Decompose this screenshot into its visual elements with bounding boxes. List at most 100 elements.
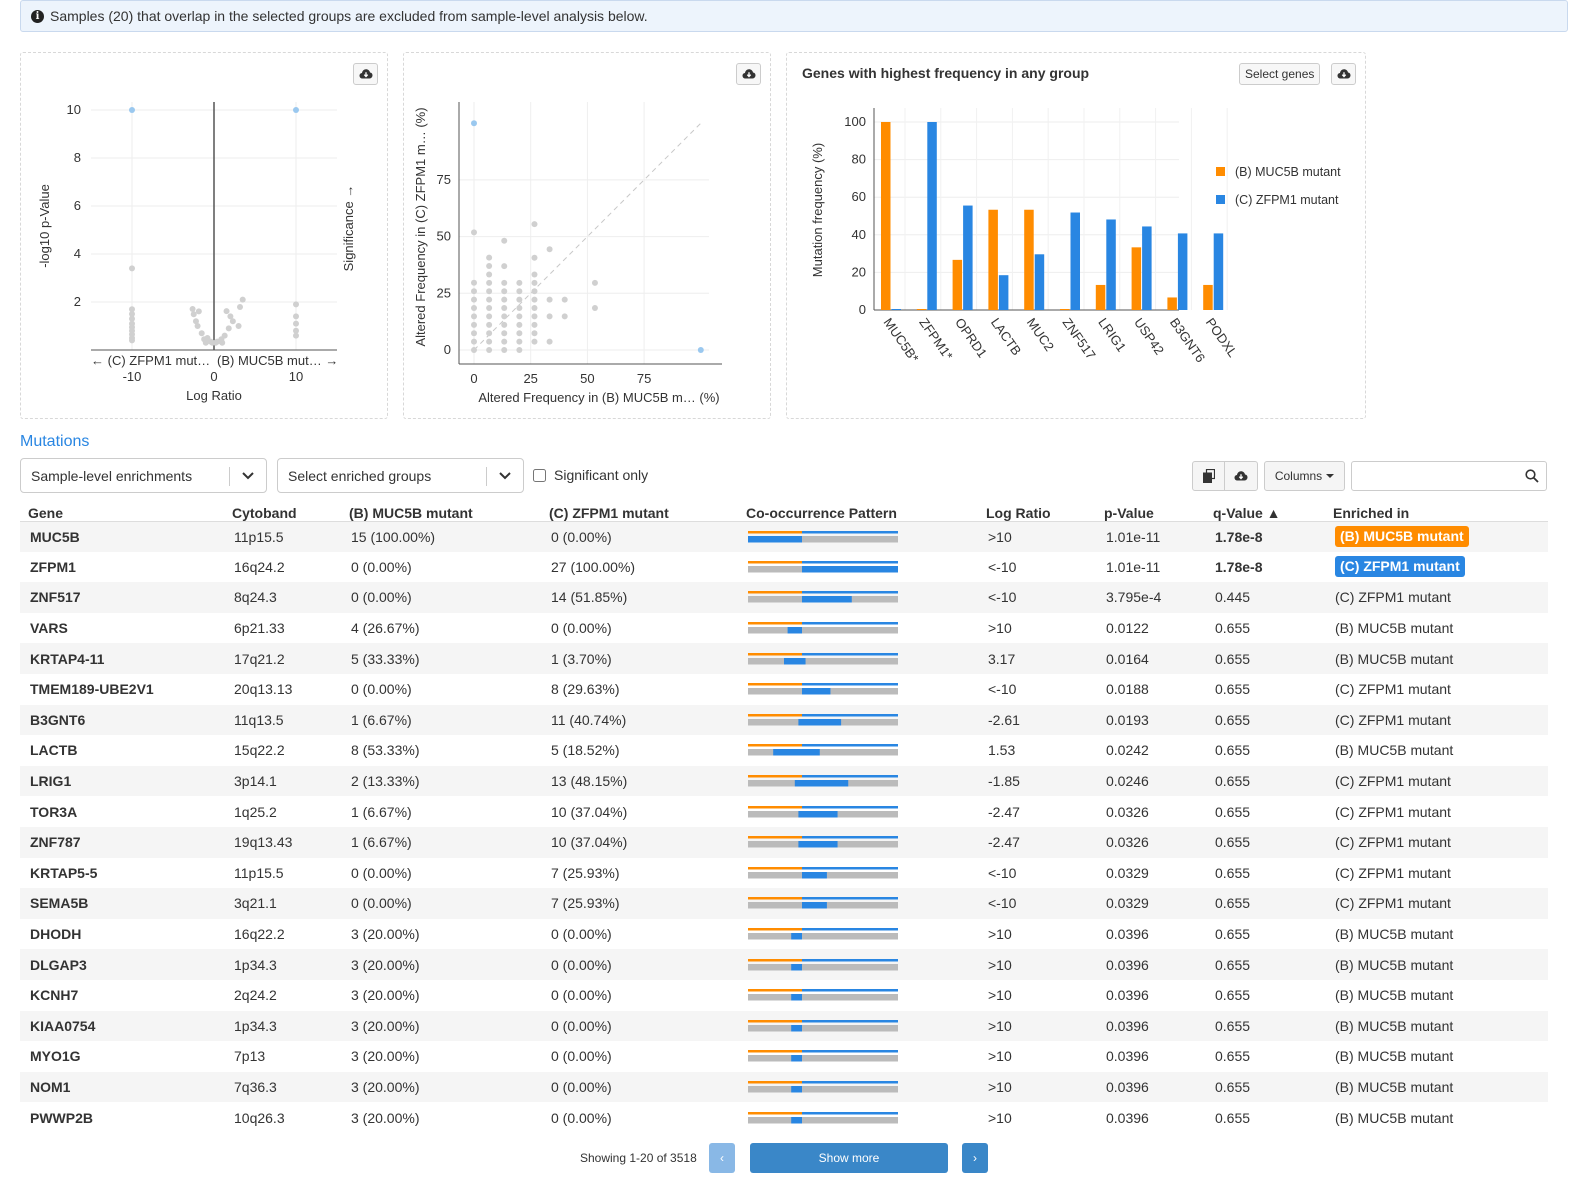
table-search-input[interactable] xyxy=(1352,462,1517,490)
scatter-point[interactable] xyxy=(561,296,568,303)
cell-gene[interactable]: ZFPM1 xyxy=(30,558,76,575)
scatter-point[interactable] xyxy=(471,279,477,286)
scatter-point[interactable] xyxy=(591,304,598,311)
table-row[interactable]: ZFPM1 16q24.2 0 (0.00%) 27 (100.00%) <-10 1.0… xyxy=(20,552,1548,583)
scatter-point[interactable] xyxy=(531,254,538,261)
cell-gene[interactable]: VARS xyxy=(30,620,68,637)
columns-dropdown-button[interactable]: Columns xyxy=(1264,461,1345,491)
scatter-point[interactable] xyxy=(531,305,538,312)
volcano-point[interactable] xyxy=(190,311,197,318)
volcano-point[interactable] xyxy=(194,323,201,329)
bar-group-b[interactable] xyxy=(952,259,963,310)
scatter-point[interactable] xyxy=(531,221,538,228)
volcano-point[interactable] xyxy=(293,301,299,308)
scatter-point[interactable] xyxy=(531,313,538,320)
volcano-point[interactable] xyxy=(293,332,299,339)
scatter-point[interactable] xyxy=(501,288,508,295)
cell-gene[interactable]: MYO1G xyxy=(30,1048,81,1065)
col-header-cooccurrence[interactable]: Co-occurrence Pattern xyxy=(738,499,978,522)
table-row[interactable]: PWWP2B 10q26.3 3 (20.00%) 0 (0.00%) >10 0.039… xyxy=(20,1102,1548,1133)
volcano-point[interactable] xyxy=(227,313,234,320)
scatter-point[interactable] xyxy=(531,330,538,337)
scatter-point[interactable] xyxy=(531,296,538,303)
scatter-point-highlight[interactable] xyxy=(697,347,704,353)
table-row[interactable]: SEMA5B 3q21.1 0 (0.00%) 7 (25.93%) <-10 0.032… xyxy=(20,888,1548,919)
scatter-point[interactable] xyxy=(501,313,508,320)
volcano-point[interactable] xyxy=(212,339,219,346)
volcano-point[interactable] xyxy=(129,337,135,344)
scatter-point[interactable] xyxy=(516,296,523,303)
col-header-enriched-in[interactable]: Enriched in xyxy=(1325,499,1548,522)
scatter-point[interactable] xyxy=(531,288,538,295)
scatter-point[interactable] xyxy=(471,321,477,328)
volcano-point[interactable] xyxy=(192,318,199,325)
bar-group-c[interactable] xyxy=(1177,233,1188,310)
bar-group-c[interactable] xyxy=(1213,233,1224,310)
scatter-point[interactable] xyxy=(591,279,598,286)
volcano-point-highlight[interactable] xyxy=(129,107,135,113)
volcano-point[interactable] xyxy=(189,305,196,312)
cell-gene[interactable]: B3GNT6 xyxy=(30,711,86,728)
bar-group-c[interactable] xyxy=(891,309,902,310)
volcano-point[interactable] xyxy=(202,339,209,346)
scatter-point[interactable] xyxy=(486,321,493,328)
table-row[interactable]: DLGAP3 1p34.3 3 (20.00%) 0 (0.00%) >10 0.0396… xyxy=(20,949,1548,980)
enrichment-type-select[interactable]: Sample-level enrichments xyxy=(20,458,267,493)
scatter-point[interactable] xyxy=(471,313,477,320)
cell-gene[interactable]: DLGAP3 xyxy=(30,956,87,973)
scatter-point[interactable] xyxy=(501,305,508,312)
cell-gene[interactable]: PWWP2B xyxy=(30,1109,93,1126)
table-row[interactable]: LRIG1 3p14.1 2 (13.33%) 13 (48.15%) -1.85 0.0… xyxy=(20,765,1548,797)
scatter-point[interactable] xyxy=(501,263,508,270)
genes-download-button[interactable] xyxy=(1331,63,1356,85)
volcano-point[interactable] xyxy=(293,327,299,334)
enriched-groups-select[interactable]: Select enriched groups xyxy=(277,458,524,493)
scatter-point[interactable] xyxy=(501,279,508,286)
col-header-group-c[interactable]: (C) ZFPM1 mutant xyxy=(541,499,738,522)
cell-gene[interactable]: MUC5B xyxy=(30,528,80,545)
bar-group-b[interactable] xyxy=(1024,209,1034,310)
scatter-point[interactable] xyxy=(486,330,493,337)
scatter-point[interactable] xyxy=(471,305,477,312)
scatter-point[interactable] xyxy=(531,279,538,286)
bar-group-c[interactable] xyxy=(1142,226,1152,310)
cell-gene[interactable]: LACTB xyxy=(30,742,78,759)
cell-gene[interactable]: KCNH7 xyxy=(30,987,79,1004)
next-page-button[interactable]: › xyxy=(962,1143,988,1173)
bar-group-b[interactable] xyxy=(1131,247,1142,310)
table-row[interactable]: ZNF787 19q13.43 1 (6.67%) 10 (37.04%) -2.47 0… xyxy=(20,826,1548,858)
cell-gene[interactable]: DHODH xyxy=(30,926,82,943)
table-row[interactable]: KRTAP4-11 17q21.2 5 (33.33%) 1 (3.70%) 3.17 0… xyxy=(20,643,1548,674)
table-row[interactable]: KIAA0754 1p34.3 3 (20.00%) 0 (0.00%) >10 0.03… xyxy=(20,1010,1548,1042)
select-genes-button[interactable]: Select genes xyxy=(1239,63,1321,85)
cell-gene[interactable]: LRIG1 xyxy=(30,773,72,790)
scatter-point[interactable] xyxy=(516,347,523,353)
show-more-button[interactable]: Show more xyxy=(750,1143,948,1173)
col-header-group-b[interactable]: (B) MUC5B mutant xyxy=(341,499,541,522)
volcano-point[interactable] xyxy=(229,318,236,325)
volcano-point[interactable] xyxy=(195,308,202,315)
scatter-point[interactable] xyxy=(501,237,508,244)
scatter-point[interactable] xyxy=(486,271,493,278)
volcano-point[interactable] xyxy=(129,265,135,272)
scatter-point[interactable] xyxy=(501,330,508,337)
table-row[interactable]: TOR3A 1q25.2 1 (6.67%) 10 (37.04%) -2.47 0.03… xyxy=(20,796,1548,827)
bar-group-b[interactable] xyxy=(1167,297,1177,310)
table-row[interactable]: NOM1 7q36.3 3 (20.00%) 0 (0.00%) >10 0.0396 0.… xyxy=(20,1071,1548,1103)
significant-only-checkbox-label[interactable]: Significant only xyxy=(533,467,648,483)
volcano-point-highlight[interactable] xyxy=(293,107,299,113)
table-row[interactable]: KRTAP5-5 11p15.5 0 (0.00%) 7 (25.93%) <-10 0.… xyxy=(20,858,1548,889)
scatter-point[interactable] xyxy=(486,262,493,269)
bar-group-c[interactable] xyxy=(1106,219,1116,310)
scatter-point[interactable] xyxy=(471,296,477,303)
col-header-cytoband[interactable]: Cytoband xyxy=(224,499,341,522)
cell-gene[interactable]: TOR3A xyxy=(30,803,78,820)
table-row[interactable]: KCNH7 2q24.2 3 (20.00%) 0 (0.00%) >10 0.0396 0… xyxy=(20,980,1548,1011)
table-row[interactable]: MUC5B 11p15.5 15 (100.00%) 0 (0.00%) >10 1.01… xyxy=(20,521,1548,552)
scatter-point[interactable] xyxy=(486,313,493,320)
bar-group-b[interactable] xyxy=(881,122,891,310)
scatter-point[interactable] xyxy=(471,330,477,337)
bar-group-c[interactable] xyxy=(963,205,973,310)
scatter-point[interactable] xyxy=(531,271,538,278)
bar-group-b[interactable] xyxy=(916,309,927,310)
